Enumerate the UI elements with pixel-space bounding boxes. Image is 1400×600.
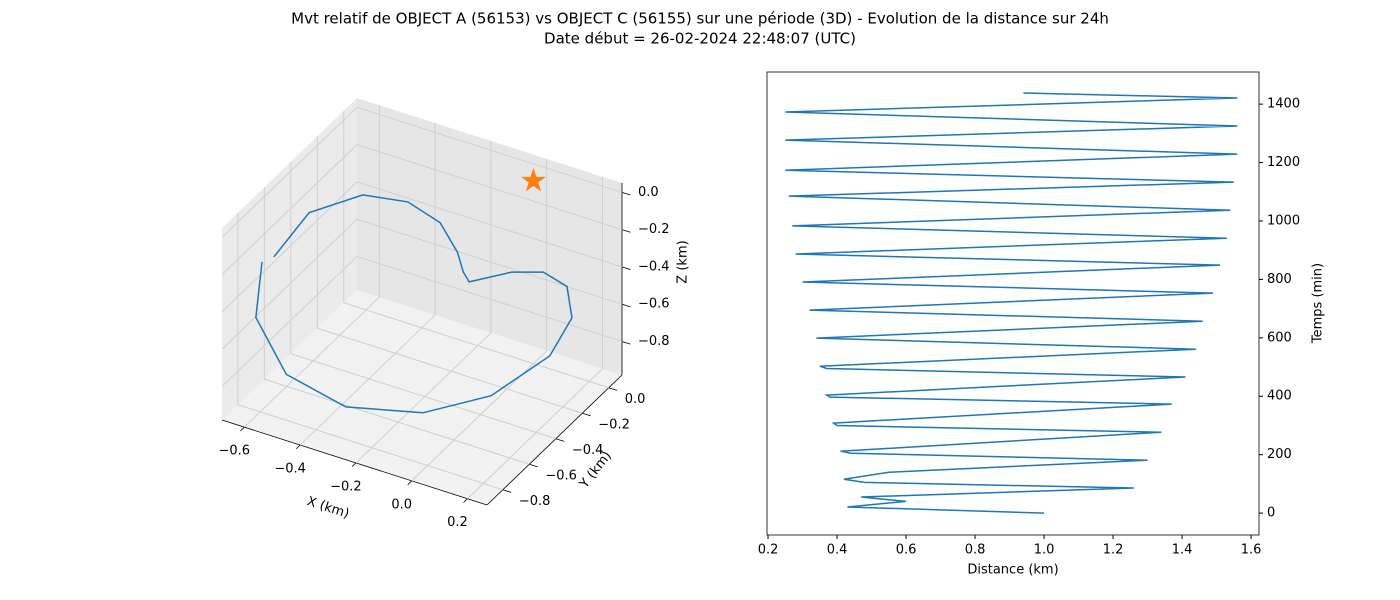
x-tick-label: 0.0 [391,497,412,512]
y-tick-label: −0.2 [598,418,630,433]
tick-mark [529,463,538,468]
x-axis-line [221,419,488,506]
x-tick-label: 1.0 [1034,543,1055,558]
grid-line [299,314,436,446]
star-marker [521,167,546,192]
grid-line [467,368,603,500]
grid-line [317,327,583,414]
floor-pane [222,290,622,505]
tick-mark [621,341,631,345]
z-tick-label: 0.0 [638,185,659,200]
grid-line [356,181,623,268]
y-tick-label: −0.4 [572,443,604,458]
y-axis-line [486,374,623,506]
tick-mark [621,266,631,270]
y-tick-label: 400 [1267,389,1292,404]
tick-mark [463,498,468,503]
tick-mark [351,462,357,468]
tick-mark [240,426,245,432]
x-tick-label: 0.6 [896,543,917,558]
y-axis-label: Temps (min) [1311,263,1326,344]
plot-frame [766,71,1260,536]
y-tick-label: 1400 [1267,97,1300,112]
x-tick-label: 1.2 [1103,543,1124,558]
trajectory-line [255,194,573,414]
grid-line [243,296,380,428]
y-tick-label: 1200 [1267,155,1300,170]
x-tick-label: −0.4 [274,462,306,477]
grid-line [221,106,358,238]
tick-mark [621,303,631,308]
y-tick-label: 600 [1267,330,1292,345]
z-tick-label: −0.2 [638,222,670,237]
figure-title: Mvt relatif de OBJECT A (56153) vs OBJEC… [291,10,1109,28]
y-tick-label: 0.0 [625,392,646,407]
y-tick-label: 800 [1267,272,1292,287]
tick-mark [295,444,301,450]
grid-line [343,302,609,389]
x-tick-label: 1.6 [1241,543,1262,558]
tick-mark [502,489,512,493]
y-tick-label: −0.8 [519,494,551,509]
tick-mark [621,191,631,196]
grid-line [221,256,358,387]
grid-line [356,106,623,193]
grid-line [356,218,623,305]
grid-line [221,144,358,275]
grid-line [356,255,623,342]
tick-mark [608,387,618,391]
distance-line [785,92,1238,514]
z-tick-label: −0.6 [638,297,670,312]
grid-line [290,353,556,440]
left-pane [222,98,357,420]
tick-mark [621,229,631,233]
z-tick-label: −0.4 [638,259,670,274]
x-tick-label: 0.2 [447,515,468,530]
y-tick-label: 0 [1267,506,1275,521]
tick-mark [582,412,591,417]
x-tick-label: 0.4 [827,543,848,558]
back-pane [357,98,622,375]
y-tick-label: 200 [1267,447,1292,462]
grid-line [221,218,358,350]
figure-subtitle: Date début = 26-02-2024 22:48:07 (UTC) [544,30,856,48]
x-tick-label: −0.2 [330,479,362,494]
tick-mark [555,438,565,442]
grid-line [264,378,530,465]
y-tick-label: 1000 [1267,213,1300,228]
tick-mark [407,480,412,485]
grid-line [356,144,623,231]
x-axis-label: Distance (km) [967,563,1058,578]
x-tick-label: 0.8 [965,543,986,558]
grid-line [355,332,492,464]
x-tick-label: −0.6 [219,444,251,459]
x-tick-label: 0.2 [758,543,779,558]
y-tick-label: −0.6 [545,469,577,484]
x-tick-label: 1.4 [1172,543,1193,558]
x-axis-label: X (km) [305,494,351,522]
z-tick-label: −0.8 [638,334,670,349]
z-axis-label: Z (km) [676,240,691,283]
grid-line [237,404,504,491]
